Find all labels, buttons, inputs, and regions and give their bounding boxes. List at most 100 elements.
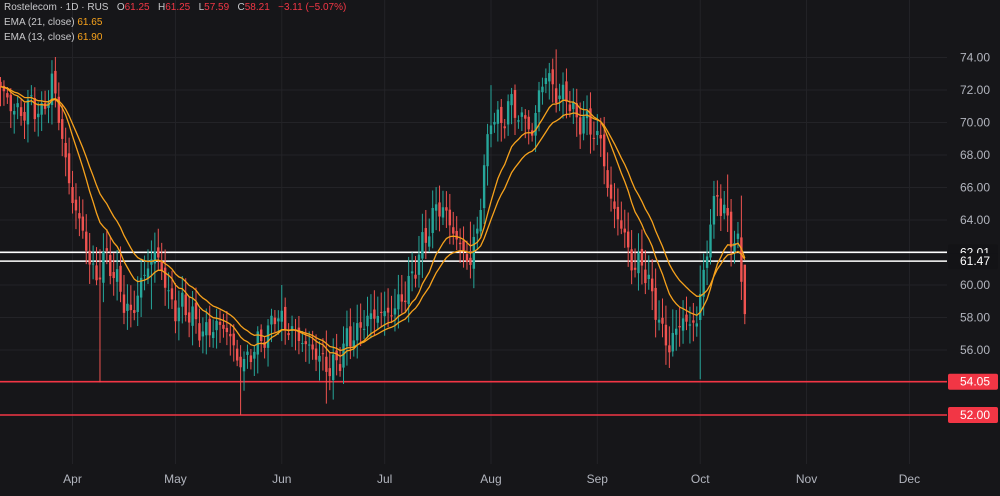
candle[interactable] (253, 346, 256, 376)
candle[interactable] (448, 193, 452, 245)
candle[interactable] (74, 183, 78, 230)
candle[interactable] (362, 310, 366, 340)
candle[interactable] (205, 308, 208, 355)
candle[interactable] (421, 213, 424, 278)
candle[interactable] (458, 228, 462, 263)
candle[interactable] (644, 250, 647, 295)
candle[interactable] (85, 214, 88, 265)
candle[interactable] (513, 84, 517, 136)
candle[interactable] (218, 310, 222, 343)
candle[interactable] (98, 249, 102, 383)
candle[interactable] (620, 201, 623, 235)
candle[interactable] (277, 310, 280, 335)
candle[interactable] (95, 247, 98, 286)
candle[interactable] (637, 233, 640, 291)
candle[interactable] (321, 338, 325, 371)
candle[interactable] (266, 319, 270, 367)
candle[interactable] (661, 298, 664, 338)
candle[interactable] (294, 318, 297, 351)
candle[interactable] (517, 115, 520, 129)
candle[interactable] (568, 91, 572, 118)
candle[interactable] (122, 275, 126, 325)
candle[interactable] (345, 310, 349, 366)
candle[interactable] (163, 249, 167, 306)
candle[interactable] (623, 209, 626, 248)
candle[interactable] (407, 256, 410, 323)
candle[interactable] (651, 259, 654, 311)
candle[interactable] (249, 349, 253, 370)
candle[interactable] (712, 180, 716, 239)
candle[interactable] (681, 300, 685, 344)
candle[interactable] (565, 68, 568, 119)
candle[interactable] (242, 351, 246, 391)
candle[interactable] (414, 255, 417, 288)
candle[interactable] (50, 60, 54, 125)
candle[interactable] (719, 184, 722, 231)
candle[interactable] (23, 102, 26, 139)
candle[interactable] (290, 315, 294, 347)
candle[interactable] (506, 94, 510, 136)
candle[interactable] (592, 121, 596, 151)
candle[interactable] (174, 283, 177, 334)
candle[interactable] (139, 258, 143, 318)
candle[interactable] (167, 272, 170, 309)
candle[interactable] (554, 49, 558, 113)
candle[interactable] (493, 112, 496, 133)
candle[interactable] (47, 90, 50, 124)
candle[interactable] (558, 83, 561, 112)
candle[interactable] (500, 98, 503, 142)
candle[interactable] (2, 80, 6, 106)
candle[interactable] (273, 310, 277, 333)
candle[interactable] (0, 77, 2, 107)
candle[interactable] (633, 248, 637, 278)
candle[interactable] (352, 322, 355, 357)
candle[interactable] (496, 101, 500, 142)
candle[interactable] (198, 308, 201, 348)
candle[interactable] (64, 127, 67, 177)
indicator-ema21[interactable]: EMA (21, close) 61.65 (4, 15, 346, 30)
candle[interactable] (177, 290, 181, 341)
candle[interactable] (482, 154, 486, 224)
candle[interactable] (510, 87, 513, 125)
candle[interactable] (410, 252, 414, 292)
candle[interactable] (678, 307, 681, 347)
candle[interactable] (455, 216, 458, 251)
candle[interactable] (705, 240, 709, 286)
candle[interactable] (102, 233, 105, 303)
candle[interactable] (136, 276, 139, 327)
candle[interactable] (239, 345, 242, 415)
candle[interactable] (153, 232, 157, 283)
candle[interactable] (733, 230, 736, 264)
candle[interactable] (668, 326, 671, 368)
candle[interactable] (30, 85, 33, 106)
candle[interactable] (325, 330, 328, 404)
candle[interactable] (654, 268, 657, 338)
candle[interactable] (589, 92, 592, 154)
candle[interactable] (743, 264, 747, 325)
candle[interactable] (465, 240, 469, 270)
candle[interactable] (263, 336, 266, 359)
candle[interactable] (129, 285, 133, 328)
candle[interactable] (723, 190, 726, 220)
candle[interactable] (469, 221, 472, 279)
candle[interactable] (616, 188, 620, 236)
candle[interactable] (424, 209, 428, 260)
candle[interactable] (71, 170, 74, 214)
candle[interactable] (112, 252, 115, 296)
candle[interactable] (404, 281, 407, 312)
candle[interactable] (462, 226, 465, 268)
candle[interactable] (215, 308, 218, 349)
candle[interactable] (356, 304, 359, 359)
candle[interactable] (657, 300, 661, 331)
candle[interactable] (13, 103, 16, 134)
candle[interactable] (445, 191, 448, 228)
candle[interactable] (225, 311, 229, 346)
candle[interactable] (578, 102, 582, 149)
candle[interactable] (194, 287, 198, 334)
candle[interactable] (88, 232, 91, 284)
candle[interactable] (541, 77, 544, 105)
candle[interactable] (16, 95, 19, 120)
candle[interactable] (695, 306, 698, 337)
candle[interactable] (486, 123, 489, 186)
candle[interactable] (37, 102, 40, 137)
